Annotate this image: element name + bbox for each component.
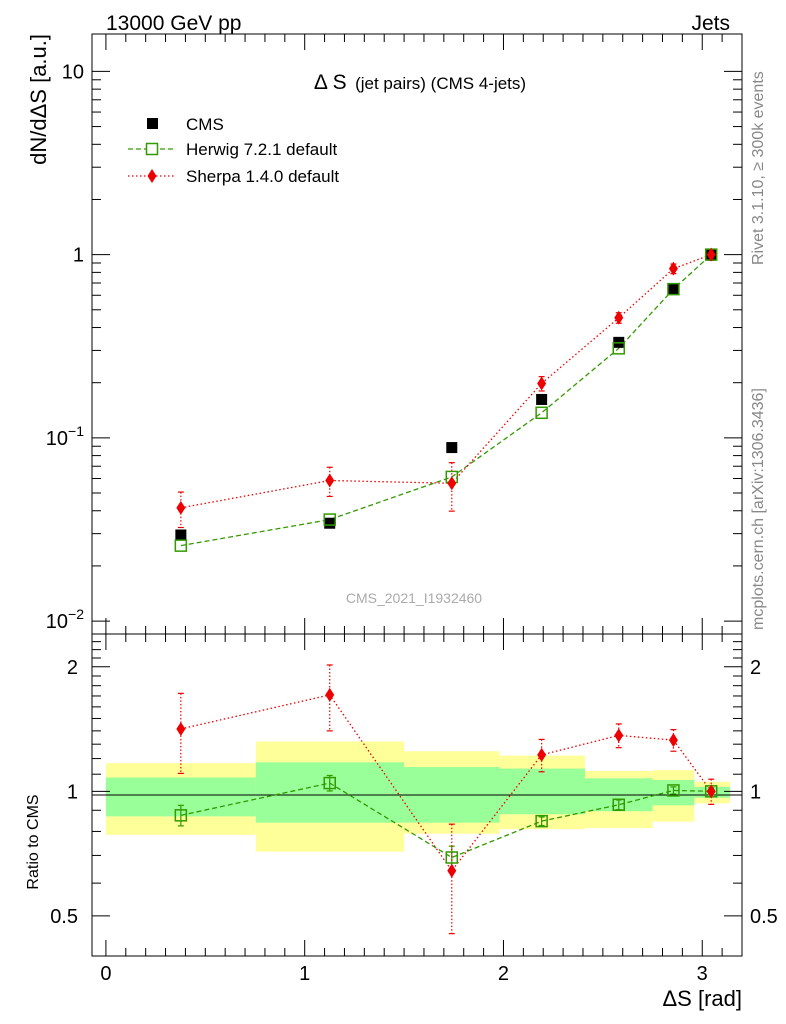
cms-point — [324, 517, 336, 529]
cms-point — [536, 393, 548, 405]
legend-label-sherpa: Sherpa 1.4.0 default — [186, 167, 339, 186]
x-tick-label: 3 — [697, 963, 708, 985]
sherpa-ratio-point — [614, 728, 624, 743]
sherpa-ratio-point — [325, 687, 335, 702]
legend: CMS Herwig 7.2.1 default Sherpa 1.4.0 de… — [128, 115, 339, 186]
herwig-point — [174, 539, 188, 552]
legend-label-herwig: Herwig 7.2.1 default — [186, 140, 337, 159]
watermark: CMS_2021_I1932460 — [346, 590, 482, 606]
sherpa-ratio-point — [668, 733, 678, 748]
ratio-tick-label-right: 2 — [750, 657, 761, 679]
legend-marker-herwig — [145, 142, 159, 156]
sherpa-ratio-point — [537, 747, 547, 762]
chart-title: Δ S (jet pairs) (CMS 4-jets) — [314, 71, 526, 94]
herwig-point — [612, 342, 626, 355]
bottom-panel: 0 1 2 3 0.5 0.5 1 1 2 2 — [50, 633, 778, 985]
sherpa-point — [706, 247, 716, 262]
sherpa-ratio-point — [447, 863, 457, 878]
sherpa-point — [325, 473, 335, 488]
sherpa-line — [180, 254, 712, 509]
cms-point — [667, 283, 679, 295]
legend-item-herwig: Herwig 7.2.1 default — [128, 140, 337, 159]
legend-item-cms: CMS — [147, 115, 224, 134]
y-axis-label-top: dN/dΔS [a.u.] — [26, 34, 51, 165]
herwig-ratio-point — [174, 809, 188, 822]
sherpa-ratio-point — [706, 784, 716, 799]
top-series — [174, 247, 718, 552]
sherpa-point — [668, 261, 678, 276]
sherpa-point — [176, 500, 186, 515]
top-axis-ticks: 10−2 10−1 1 10 — [46, 34, 742, 634]
header-left-label: 13000 GeV pp — [106, 12, 241, 35]
sherpa-ratio-point — [176, 721, 186, 736]
y-tick-label: 10−1 — [46, 423, 84, 450]
herwig-ratio-point — [535, 814, 548, 828]
top-panel: 10−2 10−1 1 10 Δ S (jet pairs) (CMS 4-jets)… — [46, 33, 743, 635]
ratio-tick-label-right: 1 — [750, 781, 761, 803]
herwig-ratio-point — [667, 784, 680, 797]
rivet-label: Rivet 3.1.10, ≥ 300k events — [750, 71, 767, 265]
herwig-point — [667, 282, 680, 296]
herwig-ratio-point — [612, 798, 626, 812]
herwig-point — [535, 406, 548, 420]
legend-marker-cms — [147, 118, 158, 129]
x-axis-label: ΔS [rad] — [662, 986, 742, 1011]
header-right-label: Jets — [691, 12, 730, 35]
cms-point — [446, 442, 458, 454]
x-tick-label: 1 — [299, 963, 310, 985]
y-tick-label: 1 — [73, 245, 84, 267]
mcplots-label: mcplots.cern.ch [arXiv:1306.3436] — [750, 388, 767, 630]
x-tick-label: 0 — [100, 963, 111, 985]
y-tick-label: 10 — [62, 61, 84, 83]
green-band-1 — [255, 762, 405, 823]
legend-marker-sherpa — [147, 169, 157, 183]
legend-item-sherpa: Sherpa 1.4.0 default — [128, 167, 339, 186]
sherpa-point — [614, 310, 624, 325]
herwig-point — [323, 513, 336, 526]
herwig-ratio-point — [323, 776, 336, 790]
legend-label-cms: CMS — [186, 115, 224, 134]
x-tick-label: 2 — [498, 963, 509, 985]
bottom-series — [174, 664, 718, 935]
bottom-axis-ticks: 0 1 2 3 0.5 0.5 1 1 2 2 — [50, 634, 778, 985]
y-tick-label: 10−2 — [46, 606, 84, 633]
herwig-line — [180, 254, 712, 547]
ratio-tick-label: 2 — [67, 657, 78, 679]
ratio-tick-label: 0.5 — [50, 906, 78, 928]
chart-title-main: Δ S — [314, 71, 347, 94]
cms-point — [175, 529, 187, 541]
ratio-tick-label-right: 0.5 — [750, 906, 778, 928]
ratio-tick-label: 1 — [67, 781, 78, 803]
sherpa-point — [537, 376, 547, 391]
y-axis-label-bottom: Ratio to CMS — [25, 794, 42, 889]
sherpa-point — [447, 476, 457, 491]
uncertainty-bands — [105, 741, 731, 852]
chart-title-sub: (jet pairs) (CMS 4-jets) — [355, 74, 526, 93]
herwig-ratio-point — [445, 851, 459, 864]
green-band-3 — [499, 768, 585, 815]
